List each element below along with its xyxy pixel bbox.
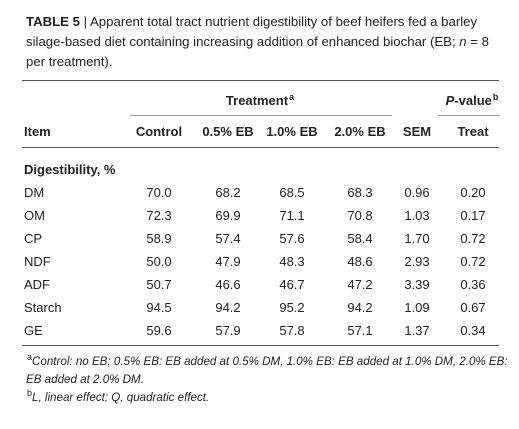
- treatment-label: Treatment: [225, 93, 289, 108]
- cell-sem: 1.03: [404, 208, 430, 223]
- cell-control: 94.5: [146, 300, 172, 315]
- col-header-control: Control: [135, 124, 183, 139]
- cell-1-0-eb: 46.7: [279, 277, 305, 292]
- cell-control: 58.9: [146, 231, 172, 246]
- cell-sem: 3.39: [404, 277, 430, 292]
- cell-sem: 1.70: [404, 231, 430, 246]
- cell-2-0-eb: 70.8: [347, 208, 373, 223]
- cell-1-0-eb: 57.8: [279, 323, 305, 338]
- cell-0-5-eb: 47.9: [215, 254, 241, 269]
- col-header-0-5-eb: 0.5% EB: [202, 124, 254, 139]
- cell-0-5-eb: 94.2: [215, 300, 241, 315]
- cell-control: 50.7: [146, 277, 172, 292]
- cell-2-0-eb: 58.4: [347, 231, 373, 246]
- treatment-group-header: Treatmenta: [225, 92, 295, 110]
- cell-2-0-eb: 68.3: [347, 185, 373, 200]
- row-item-label: Starch: [24, 300, 62, 315]
- bottom-rule: [22, 345, 499, 346]
- cell-treat: 0.72: [460, 254, 486, 269]
- cell-treat: 0.67: [460, 300, 486, 315]
- cell-sem: 2.93: [404, 254, 430, 269]
- cell-2-0-eb: 48.6: [347, 254, 373, 269]
- pvalue-group-header: P-valueb: [445, 92, 499, 110]
- col-header-item: Item: [24, 124, 51, 139]
- table-label: TABLE 5: [26, 14, 80, 29]
- col-header-sem: SEM: [402, 124, 432, 139]
- pvalue-span-rule: [438, 115, 500, 116]
- row-item-label: GE: [24, 323, 43, 338]
- caption-n-symbol: n: [459, 34, 467, 49]
- cell-sem: 1.37: [404, 323, 430, 338]
- footnote-a-mark: a: [27, 352, 33, 362]
- footnote-b-mark: b: [27, 388, 33, 398]
- cell-control: 50.0: [146, 254, 172, 269]
- caption-text-a: Apparent total tract nutrient digestibil…: [26, 14, 478, 49]
- cell-0-5-eb: 57.4: [215, 231, 241, 246]
- pvalue-p: P: [445, 93, 455, 108]
- row-item-label: DM: [24, 185, 45, 200]
- cell-0-5-eb: 57.9: [215, 323, 241, 338]
- cell-treat: 0.20: [460, 185, 486, 200]
- cell-control: 59.6: [146, 323, 172, 338]
- footnote-a-text: Control: no EB; 0.5% EB: EB added at 0.5…: [26, 355, 508, 386]
- col-header-2-0-eb: 2.0% EB: [334, 124, 386, 139]
- cell-control: 72.3: [146, 208, 172, 223]
- cell-1-0-eb: 71.1: [279, 208, 305, 223]
- cell-sem: 1.09: [404, 300, 430, 315]
- cell-1-0-eb: 95.2: [279, 300, 305, 315]
- section-label: Digestibility, %: [24, 162, 116, 177]
- footnote-b: bL, linear effect; Q, quadratic effect.: [26, 388, 511, 407]
- cell-1-0-eb: 57.6: [279, 231, 305, 246]
- row-item-label: ADF: [24, 277, 50, 292]
- row-item-label: OM: [24, 208, 45, 223]
- cell-1-0-eb: 48.3: [279, 254, 305, 269]
- pvalue-label: -value: [454, 93, 492, 108]
- cell-sem: 0.96: [404, 185, 430, 200]
- cell-treat: 0.36: [460, 277, 486, 292]
- treatment-footnote-mark: a: [289, 92, 295, 102]
- table-caption: TABLE 5 | Apparent total tract nutrient …: [26, 12, 506, 72]
- cell-2-0-eb: 57.1: [347, 323, 373, 338]
- top-rule: [22, 80, 499, 81]
- cell-1-0-eb: 68.5: [279, 185, 305, 200]
- row-item-label: NDF: [24, 254, 51, 269]
- cell-0-5-eb: 68.2: [215, 185, 241, 200]
- cell-2-0-eb: 47.2: [347, 277, 373, 292]
- footnote-b-text: L, linear effect; Q, quadratic effect.: [32, 391, 210, 404]
- footnote-a: aControl: no EB; 0.5% EB: EB added at 0.…: [26, 352, 511, 388]
- cell-0-5-eb: 46.6: [215, 277, 241, 292]
- pvalue-footnote-mark: b: [492, 92, 499, 102]
- caption-separator: |: [79, 14, 91, 29]
- cell-treat: 0.17: [460, 208, 486, 223]
- cell-0-5-eb: 69.9: [215, 208, 241, 223]
- col-header-treat: Treat: [457, 124, 489, 139]
- header-rule: [22, 147, 499, 148]
- cell-2-0-eb: 94.2: [347, 300, 373, 315]
- cell-treat: 0.72: [460, 231, 486, 246]
- treatment-span-rule: [130, 115, 392, 116]
- row-item-label: CP: [24, 231, 43, 246]
- caption-text-b: = 8 per treatment).: [26, 34, 489, 69]
- cell-control: 70.0: [146, 185, 172, 200]
- col-header-1-0-eb: 1.0% EB: [266, 124, 318, 139]
- cell-treat: 0.34: [460, 323, 486, 338]
